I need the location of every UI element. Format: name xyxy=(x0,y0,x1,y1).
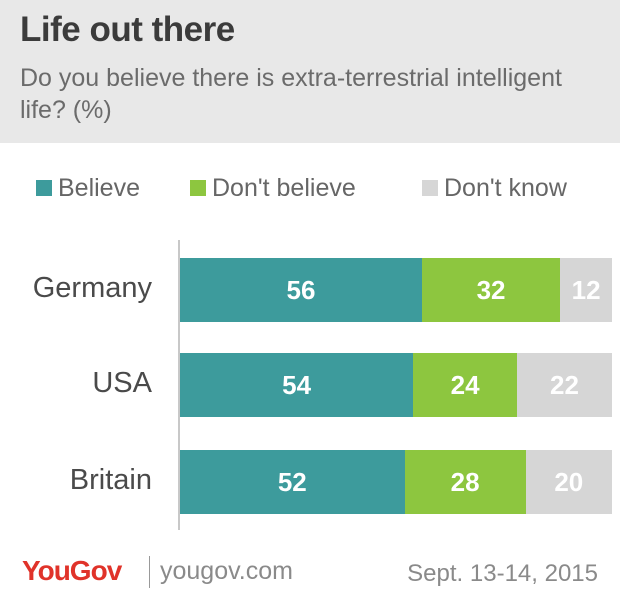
legend-item-dont-believe: Don't believe xyxy=(190,172,356,204)
legend-swatch-dont-know xyxy=(422,180,438,196)
bar-germany-don-t-believe: 32 xyxy=(421,258,561,322)
data-label-usa-don-t-know: 22 xyxy=(550,369,579,400)
bar-britain-don-t-believe: 28 xyxy=(404,450,526,514)
legend-item-believe: Believe xyxy=(36,172,140,204)
data-label-germany-don-t-know: 12 xyxy=(571,274,601,305)
category-label-usa: USA xyxy=(92,367,152,399)
chart-title: Life out there xyxy=(20,10,235,49)
bar-britain-believe: 52 xyxy=(180,450,405,514)
header-panel: Life out there Do you believe there is e… xyxy=(0,0,620,143)
yougov-logo: YouGov xyxy=(22,555,122,586)
legend: Believe Don't believe Don't know xyxy=(0,172,620,204)
footer-separator xyxy=(149,556,150,588)
legend-label-dont-know: Don't know xyxy=(444,173,567,202)
category-axis-line xyxy=(178,240,180,530)
data-label-usa-believe: 54 xyxy=(282,369,312,400)
category-label-germany: Germany xyxy=(32,272,152,304)
bar-germany-believe: 56 xyxy=(180,258,422,322)
data-label-britain-believe: 52 xyxy=(277,466,307,497)
footer-date: Sept. 13-14, 2015 xyxy=(407,560,598,587)
bar-usa-don-t-believe: 24 xyxy=(413,353,517,417)
bar-germany-don-t-know: 12 xyxy=(560,258,612,322)
data-label-britain-don-t-know: 20 xyxy=(554,466,584,497)
bar-britain-don-t-know: 20 xyxy=(525,450,612,514)
footer-url: yougov.com xyxy=(160,557,293,585)
legend-swatch-believe xyxy=(36,180,52,196)
legend-label-dont-believe: Don't believe xyxy=(212,173,356,202)
bar-usa-believe: 54 xyxy=(180,353,414,417)
data-label-germany-believe: 56 xyxy=(286,274,316,305)
legend-label-believe: Believe xyxy=(58,173,140,202)
data-label-germany-don-t-believe: 32 xyxy=(476,274,506,305)
legend-item-dont-know: Don't know xyxy=(422,172,567,204)
legend-swatch-dont-believe xyxy=(190,180,206,196)
chart-subtitle: Do you believe there is extra-terrestria… xyxy=(20,64,562,124)
data-label-usa-don-t-believe: 24 xyxy=(450,369,480,400)
data-label-britain-don-t-believe: 28 xyxy=(450,466,480,497)
category-label-britain: Britain xyxy=(69,464,152,496)
bar-usa-don-t-know: 22 xyxy=(516,353,612,417)
